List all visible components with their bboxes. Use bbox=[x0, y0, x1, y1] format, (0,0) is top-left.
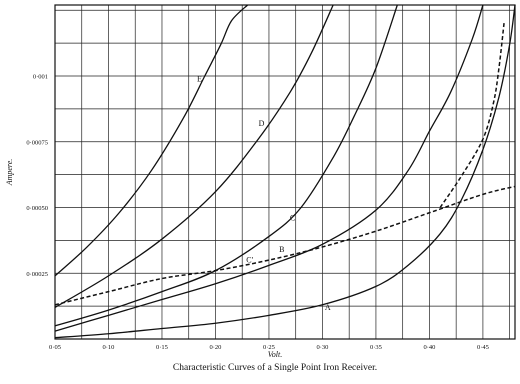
curve-extra-6 bbox=[439, 20, 506, 208]
curve-label: C bbox=[290, 214, 295, 223]
curve-e bbox=[54, 4, 249, 277]
x-tick-label: 0·15 bbox=[156, 344, 168, 351]
curve-label: C' bbox=[246, 256, 253, 265]
tick-labels: 0·05 0·10 0·15 0·20 0·25 0·30 0·35 0·40 0·45 0·00… bbox=[26, 74, 489, 351]
curve-label: A bbox=[325, 303, 331, 312]
x-tick-label: 0·45 bbox=[477, 344, 489, 351]
chart-title: Characteristic Curves of a Single Point … bbox=[173, 362, 377, 373]
y-tick-label: 0·001 bbox=[33, 74, 48, 81]
curve-label: D bbox=[259, 119, 265, 128]
y-axis-title: Ampere. bbox=[5, 159, 14, 187]
y-tick-label: 0·00075 bbox=[26, 139, 48, 146]
curve-c bbox=[54, 4, 398, 327]
x-tick-label: 0·35 bbox=[370, 344, 382, 351]
x-axis-title: Volt. bbox=[268, 350, 282, 359]
x-tick-label: 0·25 bbox=[263, 344, 275, 351]
curve-labels: E D C B C' A bbox=[197, 74, 331, 312]
y-tick-label: 0·00050 bbox=[26, 205, 48, 212]
curve-b bbox=[54, 185, 516, 306]
x-tick-label: 0·30 bbox=[316, 344, 328, 351]
x-tick-label: 0·40 bbox=[423, 344, 435, 351]
curves bbox=[54, 4, 516, 339]
curve-a bbox=[54, 4, 516, 339]
grid bbox=[54, 5, 515, 339]
x-tick-label: 0·10 bbox=[103, 344, 115, 351]
x-tick-label: 0·20 bbox=[210, 344, 222, 351]
curve-label: E bbox=[197, 74, 202, 83]
x-tick-label: 0·05 bbox=[49, 344, 61, 351]
y-tick-label: 0·00025 bbox=[26, 271, 48, 278]
plot-frame bbox=[54, 4, 516, 340]
curve-d bbox=[54, 4, 334, 308]
curve-c-prime bbox=[54, 4, 484, 332]
curve-label: B bbox=[279, 245, 284, 254]
